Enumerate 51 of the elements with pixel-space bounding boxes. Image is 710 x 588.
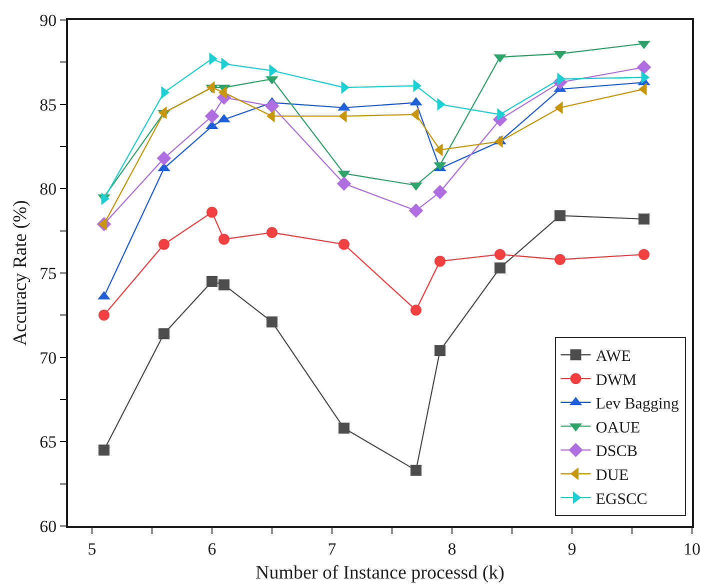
point xyxy=(638,214,650,225)
point xyxy=(554,254,566,266)
point xyxy=(494,248,506,260)
point xyxy=(338,422,350,434)
point xyxy=(432,184,448,200)
y-tick-label: 80 xyxy=(40,180,57,199)
point xyxy=(206,276,218,287)
y-tick-label: 70 xyxy=(40,348,57,368)
legend-label: Lev Bagging xyxy=(596,396,679,413)
point xyxy=(434,345,446,356)
point xyxy=(158,238,170,250)
legend-label: DSCB xyxy=(596,443,638,460)
point xyxy=(98,444,110,456)
y-tick-label: 85 xyxy=(40,95,57,114)
point xyxy=(554,210,566,222)
y-tick-label: 60 xyxy=(40,516,57,536)
point xyxy=(636,60,652,74)
x-tick-label: 7 xyxy=(328,539,337,558)
point xyxy=(494,262,506,274)
point xyxy=(98,310,110,321)
point xyxy=(206,206,218,218)
x-tick-label: 10 xyxy=(684,539,700,558)
y-tick-label: 90 xyxy=(40,10,57,30)
point xyxy=(218,279,230,290)
point xyxy=(266,227,278,238)
point xyxy=(638,248,650,260)
point xyxy=(204,108,220,124)
legend-label: EGSCC xyxy=(596,490,648,508)
point xyxy=(156,151,172,166)
point xyxy=(410,304,422,316)
legend-label: OAUE xyxy=(596,419,640,436)
x-axis-title: Number of Instance processd (k) xyxy=(255,562,505,584)
y-tick-label: 75 xyxy=(40,264,57,283)
x-tick-label: 5 xyxy=(88,539,96,558)
point xyxy=(336,176,352,191)
x-tick-label: 9 xyxy=(568,539,576,558)
point xyxy=(266,316,278,328)
legend-label: DWM xyxy=(596,372,637,389)
legend-label: AWE xyxy=(596,348,631,366)
y-axis-title: Accuracy Rate (%) xyxy=(10,200,31,346)
point xyxy=(434,256,446,267)
legend-label: DUE xyxy=(596,467,629,484)
y-tick-label: 65 xyxy=(40,432,57,452)
point xyxy=(338,238,350,250)
x-tick-label: 6 xyxy=(208,539,216,558)
point xyxy=(264,98,280,114)
x-tick-label: 8 xyxy=(448,539,456,558)
point xyxy=(158,328,170,340)
point xyxy=(218,234,230,245)
point xyxy=(408,203,424,218)
point xyxy=(410,464,422,476)
